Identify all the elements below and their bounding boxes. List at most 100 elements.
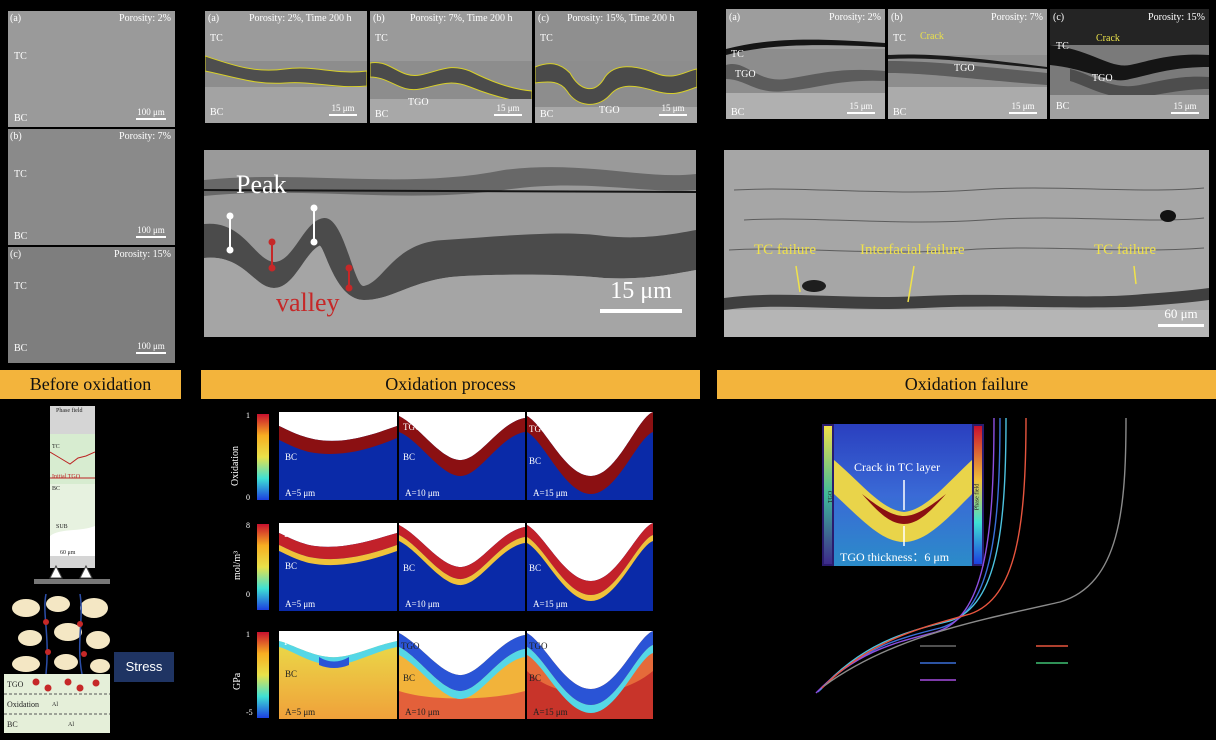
bc-label: BC [403,452,416,462]
support-triangles-drawing [34,564,110,584]
tgo-band [399,412,525,500]
crack-in-tc-label: Crack in TC layer [854,460,941,474]
sim-oxidation-a15: TGO BC A=15 μm [527,412,653,500]
phase-field-model: Phase field TC Initial TGO BC SUB 60 μm [50,406,95,568]
stress-field [279,631,397,719]
tc-label: TC [893,33,906,44]
failure-micrograph-large: TC failure Interfacial failure TC failur… [724,150,1209,337]
valley-label: valley [276,288,340,317]
model-scale: 60 μm [60,550,76,556]
bc-label: BC [893,107,907,118]
banner-before-oxidation: Before oxidation [0,370,181,399]
amplitude-label: A=5 μm [285,488,316,498]
sim-stress-a10: TGO BC A=10 μm [399,631,525,719]
concentration-colorbar [257,524,269,610]
tc-label: TC [540,33,553,44]
tc-label: TC [731,49,744,60]
porosity-label: Porosity: 7% [119,131,171,142]
amplitude-label: A=10 μm [405,599,440,609]
panel-tag: (c) [1053,12,1065,23]
failure-profile-drawing [724,150,1209,337]
failure-micrograph-a: (a) Porosity: 2% TC TGO BC 15 μm [726,9,885,119]
bc-label: BC [529,563,542,573]
banner-oxidation-process: Oxidation process [201,370,700,399]
bc-label: BC [14,231,28,242]
tc-failure-label-left: TC failure [754,242,817,258]
oxidation-colorbar [257,414,269,500]
row-ylabel: GPa [232,672,243,690]
porosity-label: Porosity: 2% [829,12,881,23]
colorbar-top: 1 [246,411,250,420]
crack-label: Crack [920,31,944,42]
peak-valley-micrograph: Peak valley 15 μm [204,150,696,337]
concentration-band [527,523,653,611]
amplitude-label: A=15 μm [533,707,568,717]
tgo-label: TGO [401,641,420,651]
amplitude-label: A=5 μm [285,599,316,609]
bc-label: BC [285,669,298,679]
tgo-micrograph-c: (c) Porosity: 15%, Time 200 h TC TGO BC … [535,11,697,123]
tgo-label: TGO [408,97,429,108]
tgo-layer-drawing [535,11,697,123]
tc-label: TC [52,444,60,450]
sim-concentration-a10: BC A=10 μm [399,523,525,611]
tc-label: TC [14,281,27,292]
interfacial-failure-label: Interfacial failure [860,242,965,258]
porosity-label: Porosity: 15% [1148,12,1205,23]
initial-tgo-label: Initial TGO [52,474,81,480]
tgo-label: TGO [283,637,302,647]
tgo-label: TGO [599,105,620,116]
bc-label: BC [52,486,61,492]
scale-bar: 15 μm [600,278,682,313]
particles-drawing [12,593,110,675]
tc-label: TC [375,33,388,44]
scale-bar: 15 μm [847,101,875,114]
micrograph-porosity-2: (a) Porosity: 2% TC BC 100 μm [8,11,175,127]
bc-label: BC [1056,101,1070,112]
concentration-band [279,523,397,611]
sim-oxidation-a5: TGO BC A=5 μm [279,412,397,500]
scale-bar: 15 μm [329,103,357,116]
row-ylabel: mol/m³ [232,550,243,580]
stress-button[interactable]: Stress [114,652,174,682]
oxidation-layers-drawing [4,678,110,715]
banner-oxidation-failure: Oxidation failure [717,370,1216,399]
bc-label: BC [529,673,542,683]
colorbar-bottom: 0 [246,590,250,599]
amplitude-label: A=10 μm [405,488,440,498]
stress-field [399,631,525,719]
amplitude-label: A=5 μm [285,707,316,717]
sub-label: SUB [56,524,68,530]
failure-sim-panel: Crack in TC layer TGO thickness：6 μm TGO… [822,424,984,566]
scale-bar: 100 μm [136,225,166,238]
model-layers-drawing [50,434,95,556]
panel-tag: (c) [10,249,22,260]
particle-schematic [6,593,112,675]
tgo-profile-drawing [204,150,696,337]
panel-title: Porosity: 2%, Time 200 h [249,13,352,24]
micrograph-porosity-15: (c) Porosity: 15% TC BC 100 μm [8,247,175,363]
colorbar-top: 1 [246,630,250,639]
row-ylabel: Oxidation [230,446,241,486]
scale-bar: 15 μm [1009,101,1037,114]
bc-label: BC [403,563,416,573]
bc-label: BC [285,561,298,571]
concentration-band [399,523,525,611]
micrograph-porosity-7: (b) Porosity: 7% TC BC 100 μm [8,129,175,245]
porosity-label: Porosity: 7% [991,12,1043,23]
curve-cyan [819,418,1007,691]
bc-label: BC [529,456,542,466]
tgo-label: TGO [283,529,302,539]
failure-micrograph-c: (c) Porosity: 15% TC Crack TGO BC 15 μm [1050,9,1209,119]
tgo-micrograph-b: (b) Porosity: 7%, Time 200 h TC TGO BC 1… [370,11,532,123]
bc-label: BC [731,107,745,118]
stress-field [527,631,653,719]
al-label: Al [68,722,74,728]
tgo-label: TGO [283,420,302,430]
tgo-layer-drawing [370,11,532,123]
bc-label: BC [14,113,28,124]
panel-tag: (a) [729,12,741,23]
tc-failure-label-right: TC failure [1094,242,1157,258]
amplitude-label: A=10 μm [405,707,440,717]
tgo-thickness-label: TGO thickness：6 μm [840,550,950,564]
